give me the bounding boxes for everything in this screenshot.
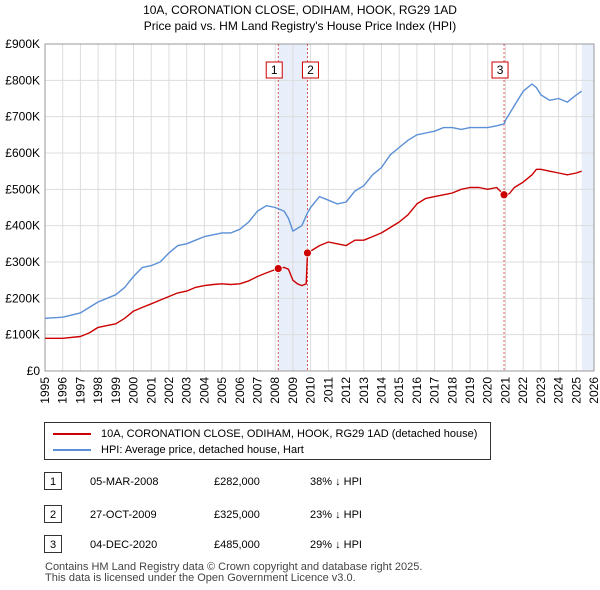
x-tick-label: 2016	[410, 377, 424, 404]
footer-copyright: Contains HM Land Registry data © Crown c…	[45, 561, 423, 573]
transaction-number: 2	[44, 505, 62, 523]
x-tick-label: 2002	[162, 377, 176, 404]
x-tick-label: 2025	[569, 377, 583, 404]
hpi-line	[44, 83, 583, 319]
legend-swatch-hpi	[53, 449, 91, 452]
x-tick-label: 2009	[286, 377, 300, 404]
sale-label-text: 2	[307, 63, 314, 77]
chart-subtitle: Price paid vs. HM Land Registry's House …	[143, 19, 457, 33]
y-tick-label: £200K	[5, 291, 40, 305]
sale-label-frame	[491, 61, 509, 79]
y-tick-label: £400K	[5, 219, 40, 233]
sale-label-text: 1	[271, 63, 278, 77]
sale-label-frame	[265, 61, 283, 79]
x-tick-label: 2000	[127, 377, 141, 404]
x-tick-label: 2022	[516, 377, 530, 404]
x-tick-label: 2005	[215, 377, 229, 404]
sale-label-box: 3	[491, 61, 509, 79]
sale-point	[303, 248, 312, 258]
sale-label-box: 2	[301, 61, 319, 79]
chart-title: 10A, CORONATION CLOSE, ODIHAM, HOOK, RG2…	[143, 3, 457, 17]
price-chart: £0 £100K £200K £300K £400K £500K £600K £700K £80…	[5, 37, 600, 404]
x-tick-label: 2013	[357, 377, 371, 404]
x-tick-label: 2026	[587, 377, 600, 404]
x-tick-label: 2015	[392, 377, 406, 404]
x-tick-label: 1997	[73, 377, 87, 404]
x-tick-label: 2017	[428, 377, 442, 404]
y-tick-label: £300K	[5, 255, 40, 269]
transaction-delta: 38% ↓ HPI	[310, 476, 362, 488]
transaction-date: 05-MAR-2008	[90, 476, 159, 488]
x-tick-label: 1996	[56, 377, 70, 404]
sale-label-text: 3	[497, 63, 504, 77]
transaction-delta: 29% ↓ HPI	[310, 539, 362, 551]
transaction-price: £282,000	[214, 476, 260, 488]
x-tick-label: 2008	[268, 377, 282, 404]
x-tick-label: 2001	[144, 377, 158, 404]
transaction-date: 04-DEC-2020	[90, 539, 158, 551]
transaction-row: 2 27-OCT-2009 £325,000 23% ↓ HPI	[44, 505, 564, 525]
transaction-row: 1 05-MAR-2008 £282,000 38% ↓ HPI	[44, 472, 564, 492]
sale-point	[499, 190, 509, 200]
x-tick-label: 2010	[304, 377, 318, 404]
x-tick-label: 2007	[251, 377, 265, 404]
transaction-row: 3 04-DEC-2020 £485,000 29% ↓ HPI	[44, 535, 564, 555]
transaction-date: 27-OCT-2009	[90, 509, 157, 521]
y-tick-label: £900K	[5, 37, 40, 51]
x-tick-label: 2014	[374, 377, 388, 404]
plot-area	[45, 44, 594, 371]
x-tick-label: 2006	[233, 377, 247, 404]
x-tick-label: 1998	[91, 377, 105, 404]
y-tick-label: £100K	[5, 328, 40, 342]
x-tick-label: 2020	[481, 377, 495, 404]
sale-point	[273, 264, 283, 273]
y-tick-label: £600K	[5, 146, 40, 160]
legend-swatch-property	[53, 433, 91, 436]
transaction-price: £325,000	[214, 509, 260, 521]
x-tick-label: 2003	[180, 377, 194, 404]
chart-legend: 10A, CORONATION CLOSE, ODIHAM, HOOK, RG2…	[44, 422, 491, 460]
y-tick-label: £700K	[5, 110, 40, 124]
x-tick-label: 2018	[445, 377, 459, 404]
footer-license: This data is licensed under the Open Gov…	[45, 572, 356, 584]
transaction-delta: 23% ↓ HPI	[310, 509, 362, 521]
x-tick-label: 2019	[463, 377, 477, 404]
x-tick-label: 2012	[339, 377, 353, 404]
x-tick-label: 2024	[552, 377, 566, 404]
y-tick-label: £0	[27, 364, 41, 378]
legend-item-hpi: HPI: Average price, detached house, Hart	[53, 442, 304, 458]
transaction-price: £485,000	[214, 539, 260, 551]
sale-label-frame	[301, 61, 319, 79]
x-tick-label: 1999	[109, 377, 123, 404]
x-tick-label: 2021	[498, 377, 512, 404]
y-tick-label: £500K	[5, 182, 40, 196]
shaded-period	[581, 44, 594, 371]
sale-label-box: 1	[265, 61, 283, 79]
x-tick-label: 2004	[197, 377, 211, 404]
x-tick-label: 1995	[38, 377, 52, 404]
x-tick-label: 2011	[321, 377, 335, 403]
legend-label-property: 10A, CORONATION CLOSE, ODIHAM, HOOK, RG2…	[101, 428, 478, 440]
legend-item-property: 10A, CORONATION CLOSE, ODIHAM, HOOK, RG2…	[53, 426, 477, 442]
transaction-number: 1	[44, 472, 62, 490]
transaction-number: 3	[44, 535, 62, 553]
plot-frame	[44, 43, 595, 372]
y-tick-label: £800K	[5, 73, 40, 87]
legend-label-hpi: HPI: Average price, detached house, Hart	[101, 444, 304, 456]
x-tick-label: 2023	[534, 377, 548, 404]
